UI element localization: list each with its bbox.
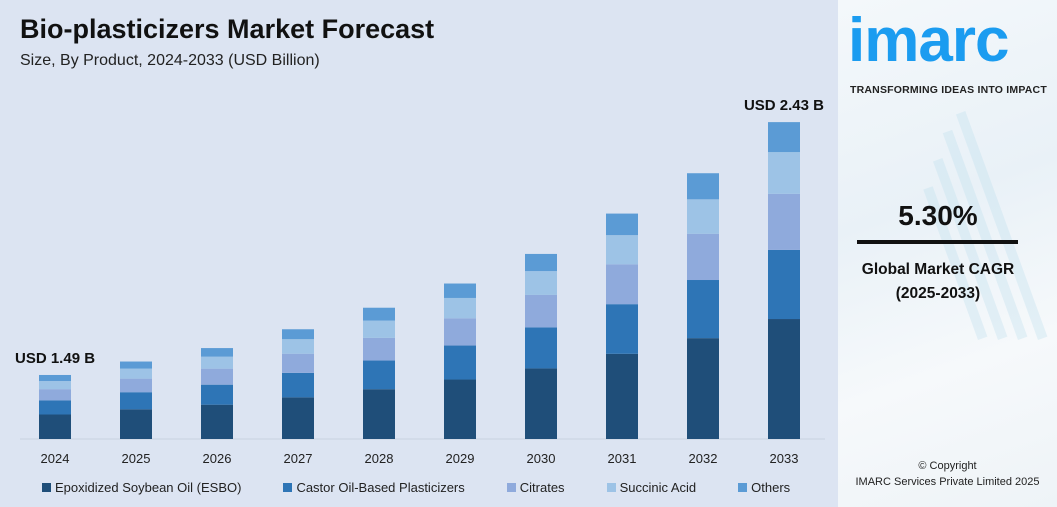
legend-label: Epoxidized Soybean Oil (ESBO) — [55, 480, 242, 495]
bar-segment-2031-4 — [606, 213, 638, 236]
cagr-label-text: Global Market CAGR — [861, 261, 1015, 278]
bar-segment-2028-0 — [363, 389, 395, 439]
bar-segment-2032-1 — [687, 280, 719, 339]
background-chart-decoration — [923, 111, 1048, 340]
bar-segment-2025-1 — [120, 392, 152, 410]
bar-segment-2027-2 — [282, 353, 314, 373]
bar-segment-2033-2 — [768, 193, 800, 250]
copyright: © Copyright IMARC Services Private Limit… — [838, 458, 1057, 490]
bar-segment-2033-0 — [768, 319, 800, 439]
x-tick-label: 2024 — [41, 451, 70, 466]
legend-swatch — [506, 483, 516, 492]
bar-segment-2032-0 — [687, 338, 719, 439]
bar-segment-2029-0 — [444, 379, 476, 439]
copyright-label: © Copyright — [918, 460, 977, 472]
bar-segment-2030-4 — [525, 253, 557, 272]
x-tick-label: 2030 — [527, 451, 556, 466]
total-annotation: USD 1.49 B — [15, 350, 95, 367]
legend-swatch — [42, 483, 51, 492]
bar-segment-2026-1 — [201, 384, 233, 405]
cagr-value: 5.30% — [898, 200, 978, 231]
bar-segment-2026-2 — [201, 368, 233, 385]
legend-label: Castor Oil-Based Plasticizers — [296, 480, 465, 495]
copyright-company: IMARC Services Private Limited 2025 — [855, 476, 1040, 488]
legend-label: Others — [751, 480, 791, 495]
x-tick-label: 2031 — [608, 451, 637, 466]
bar-segment-2031-2 — [606, 264, 638, 305]
bar-segment-2028-1 — [363, 360, 395, 390]
legend-label: Citrates — [519, 480, 565, 495]
legend-swatch — [606, 483, 616, 492]
bar-segment-2026-3 — [201, 356, 233, 369]
chart-title: Bio-plasticizers Market Forecast — [20, 14, 435, 44]
x-tick-label: 2026 — [203, 451, 232, 466]
bar-segment-2032-2 — [687, 233, 719, 281]
imarc-logo: imarc — [848, 6, 1009, 75]
bar-segment-2030-1 — [525, 327, 557, 369]
legend-item: Succinic Acid — [606, 480, 697, 495]
bar-segment-2024-2 — [39, 389, 71, 401]
bar-segment-2025-0 — [120, 409, 152, 439]
cagr-label: Global Market CAGR (2025-2033) — [838, 258, 1038, 306]
bar-segment-2033-1 — [768, 249, 800, 320]
bar-segment-2030-2 — [525, 294, 557, 328]
x-tick-label: 2027 — [284, 451, 313, 466]
bar-segment-2024-3 — [39, 380, 71, 390]
bar-segment-2029-3 — [444, 297, 476, 319]
bar-segment-2032-4 — [687, 173, 719, 200]
total-annotation: USD 2.43 B — [744, 97, 824, 114]
bar-segment-2028-3 — [363, 320, 395, 338]
bar-segment-2028-2 — [363, 337, 395, 361]
bar-segment-2029-4 — [444, 283, 476, 298]
bar-segment-2032-3 — [687, 199, 719, 234]
x-tick-label: 2029 — [446, 451, 475, 466]
legend-swatch — [738, 483, 748, 492]
x-tick-label: 2025 — [122, 451, 151, 466]
legend-item: Others — [738, 480, 790, 495]
legend-item: Epoxidized Soybean Oil (ESBO) — [42, 480, 241, 495]
bar-segment-2028-4 — [363, 307, 395, 321]
bar-segment-2030-0 — [525, 368, 557, 439]
x-tick-label: 2028 — [365, 451, 394, 466]
bar-segment-2033-3 — [768, 152, 800, 194]
bar-segment-2026-4 — [201, 348, 233, 357]
chart-panel: Bio-plasticizers Market Forecast Size, B… — [0, 0, 838, 507]
bar-segment-2025-3 — [120, 368, 152, 379]
legend-swatch — [283, 483, 293, 492]
bar-segment-2026-0 — [201, 404, 233, 439]
legend-item: Castor Oil-Based Plasticizers — [283, 480, 465, 495]
bar-segment-2033-4 — [768, 122, 800, 153]
chart-subtitle: Size, By Product, 2024-2033 (USD Billion… — [20, 52, 320, 69]
bar-segment-2025-2 — [120, 378, 152, 393]
bar-segment-2024-0 — [39, 414, 71, 439]
bar-segment-2027-3 — [282, 339, 314, 354]
bar-segment-2031-3 — [606, 235, 638, 265]
bar-segment-2027-0 — [282, 397, 314, 439]
x-tick-label: 2032 — [689, 451, 718, 466]
bar-segment-2027-1 — [282, 372, 314, 398]
bar-segment-2024-1 — [39, 400, 71, 415]
bar-segment-2031-0 — [606, 353, 638, 439]
legend-item: Citrates — [506, 480, 565, 495]
logo-tagline: TRANSFORMING IDEAS INTO IMPACT — [850, 84, 1047, 96]
x-tick-label: 2033 — [770, 451, 799, 466]
bar-segment-2031-1 — [606, 304, 638, 354]
side-panel: imarc TRANSFORMING IDEAS INTO IMPACT 5.3… — [838, 0, 1057, 507]
bar-segment-2024-4 — [39, 374, 71, 381]
bar-segment-2029-2 — [444, 318, 476, 346]
bar-segment-2030-3 — [525, 271, 557, 295]
cagr-period: (2025-2033) — [895, 285, 981, 302]
legend: Epoxidized Soybean Oil (ESBO) Castor Oil-… — [42, 480, 832, 495]
legend-label: Succinic Acid — [619, 480, 697, 495]
bar-segment-2025-4 — [120, 361, 152, 369]
bar-plot: 2024 USD 1.49 B 2025 2026 2027 2028 2029 2030 20… — [15, 97, 825, 466]
bar-segment-2027-4 — [282, 329, 314, 340]
bar-segment-2029-1 — [444, 345, 476, 380]
divider — [857, 240, 1018, 244]
